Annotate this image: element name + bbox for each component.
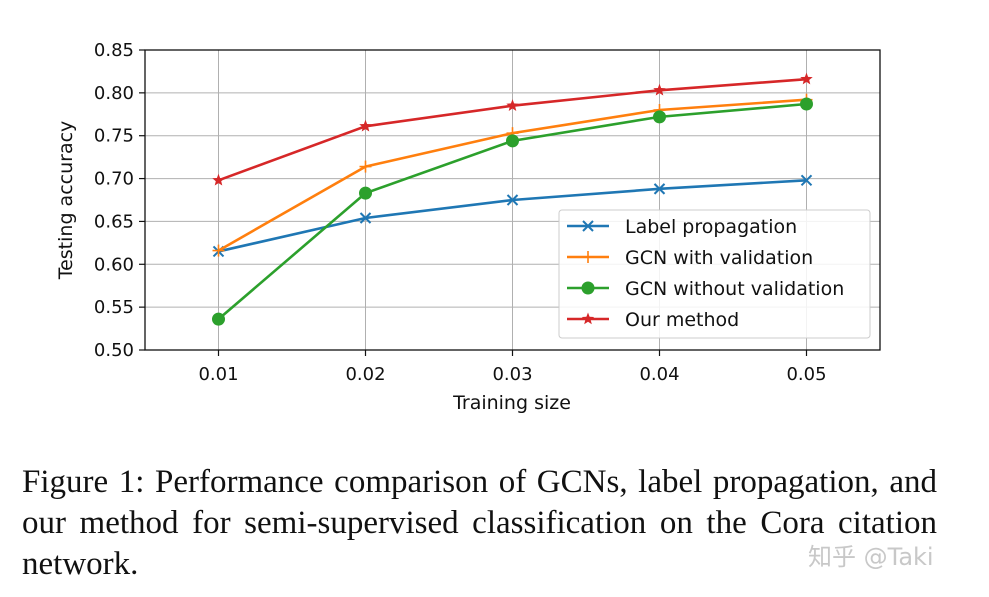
- y-tick-label: 0.70: [94, 169, 134, 190]
- data-point: [506, 99, 519, 111]
- data-point: [212, 244, 225, 257]
- y-tick-label: 0.60: [94, 254, 134, 275]
- legend-label: Our method: [625, 309, 739, 331]
- data-point: [653, 83, 666, 96]
- y-tick-label: 0.85: [94, 40, 134, 61]
- figure-caption: Figure 1: Performance comparison of GCNs…: [22, 464, 937, 582]
- y-axis-label: Testing accuracy: [55, 121, 77, 281]
- legend: Label propagation GCN with validation GCN …: [558, 209, 871, 339]
- data-point: [359, 160, 372, 173]
- x-tick-label: 0.01: [198, 364, 238, 385]
- ticks: 0.01 0.02 0.03 0.04 0.05 0.50 0.55 0.60 0.65 0.70…: [94, 40, 827, 385]
- y-tick-label: 0.65: [94, 211, 134, 232]
- data-point: [800, 174, 813, 186]
- data-point: [506, 134, 519, 148]
- legend-marker: [582, 251, 594, 263]
- data-point: [800, 97, 813, 111]
- data-point: [653, 110, 666, 124]
- legend-label: Label propagation: [625, 216, 797, 238]
- data-point: [359, 212, 372, 224]
- x-marker-stroke: [653, 183, 666, 195]
- series-gcn-without-validation: [212, 97, 813, 326]
- watermark: 知乎 @Taki: [808, 543, 934, 571]
- series-label-propagation: [212, 174, 813, 258]
- x-marker-stroke: [582, 220, 594, 232]
- legend-label: GCN with validation: [625, 247, 813, 269]
- x-tick-label: 0.04: [639, 364, 679, 385]
- y-tick-label: 0.80: [94, 83, 134, 104]
- data-point: [653, 183, 666, 195]
- x-axis-label: Training size: [452, 392, 571, 414]
- legend-marker: [581, 281, 595, 295]
- data-point: [212, 173, 225, 186]
- y-tick-label: 0.55: [94, 297, 134, 318]
- x-tick-label: 0.02: [345, 364, 385, 385]
- legend-box: [558, 209, 871, 339]
- data-point: [800, 72, 813, 85]
- line-chart: 0.01 0.02 0.03 0.04 0.05 0.50 0.55 0.60 0.65 0.70…: [55, 40, 881, 414]
- data-point: [506, 194, 519, 206]
- series-group: [212, 72, 813, 326]
- legend-label: GCN without validation: [625, 278, 844, 300]
- legend-marker: [581, 312, 595, 325]
- x-tick-label: 0.05: [786, 364, 826, 385]
- series-our-method: [212, 72, 813, 186]
- y-tick-label: 0.75: [94, 126, 134, 147]
- data-point: [359, 186, 372, 200]
- data-point: [359, 119, 372, 132]
- x-marker-stroke: [359, 212, 372, 224]
- x-marker-stroke: [506, 194, 519, 206]
- data-point: [212, 312, 225, 326]
- y-tick-label: 0.50: [94, 340, 134, 361]
- legend-marker: [582, 220, 594, 232]
- x-tick-label: 0.03: [492, 364, 532, 385]
- x-marker-stroke: [800, 174, 813, 186]
